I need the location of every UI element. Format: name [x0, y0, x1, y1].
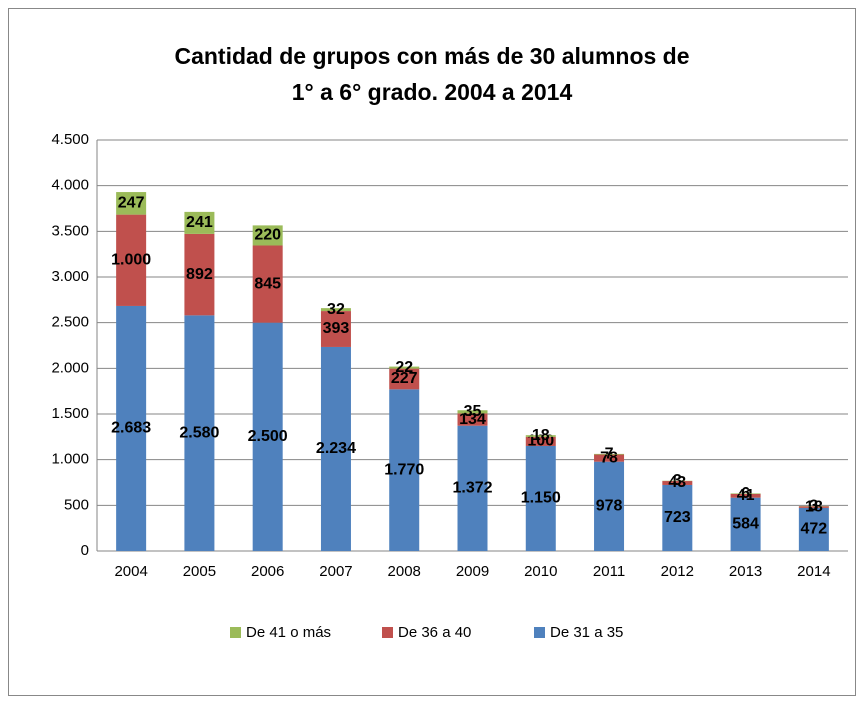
- y-tick-label: 0: [81, 542, 89, 559]
- data-label: 247: [118, 195, 145, 212]
- bar-segment: [389, 366, 420, 369]
- bar-segment: [594, 454, 625, 462]
- legend-label: De 31 a 35: [550, 624, 623, 641]
- data-label: 35: [464, 403, 482, 420]
- y-tick-label: 1.000: [51, 451, 89, 468]
- data-label: 845: [254, 275, 281, 292]
- y-tick-label: 1.500: [51, 405, 89, 422]
- legend-label: De 41 o más: [246, 624, 331, 641]
- data-label: 472: [801, 521, 828, 538]
- bar-segment: [389, 368, 420, 390]
- data-label: 227: [391, 370, 418, 387]
- bar-segment: [252, 245, 283, 323]
- bar-segment: [184, 211, 215, 234]
- bar-segment: [116, 214, 147, 306]
- data-label: 41: [737, 487, 755, 504]
- x-tick-label: 2006: [251, 563, 284, 580]
- data-label: 1.770: [384, 461, 424, 478]
- data-label: 3: [809, 497, 818, 514]
- bar-segment: [798, 506, 829, 508]
- data-label: 22: [395, 359, 413, 376]
- y-tick-label: 2.000: [51, 359, 89, 376]
- data-label: 220: [254, 227, 281, 244]
- bar-segment: [457, 413, 488, 426]
- data-label: 723: [664, 509, 691, 526]
- y-tick-label: 4.500: [51, 131, 89, 148]
- chart-title: Cantidad de grupos con más de 30 alumnos…: [174, 43, 689, 105]
- bar-segment: [730, 493, 761, 494]
- data-label: 393: [323, 320, 350, 337]
- data-label: 978: [596, 498, 623, 515]
- data-label: 3: [673, 472, 682, 489]
- bar-segment: [730, 497, 761, 551]
- bar-segment: [730, 493, 761, 498]
- x-tick-label: 2004: [114, 563, 147, 580]
- x-tick-label: 2011: [593, 563, 625, 580]
- bar-segment: [252, 225, 283, 246]
- data-label: 2.500: [248, 428, 288, 445]
- legend-swatch: [534, 627, 545, 638]
- chart-border: [8, 8, 856, 696]
- data-label: 78: [600, 449, 618, 466]
- bar-segment: [594, 461, 625, 551]
- y-tick-label: 4.000: [51, 177, 89, 194]
- bar-segment: [798, 507, 829, 551]
- data-label: 6: [741, 485, 750, 502]
- data-label: 241: [186, 214, 213, 231]
- data-label: 892: [186, 266, 213, 283]
- data-label: 18: [805, 498, 823, 515]
- legend-swatch: [382, 627, 393, 638]
- data-label: 2.234: [316, 440, 356, 457]
- bar-segment: [184, 315, 215, 551]
- y-tick-label: 2.500: [51, 314, 89, 331]
- data-label: 32: [327, 301, 345, 318]
- x-tick-label: 2008: [388, 563, 421, 580]
- bar-segment: [252, 322, 283, 551]
- bar-segment: [184, 233, 215, 316]
- data-label: 18: [532, 427, 550, 444]
- x-tick-label: 2013: [729, 563, 762, 580]
- y-tick-label: 3.500: [51, 222, 89, 239]
- x-tick-label: 2014: [797, 563, 830, 580]
- bar-segment: [662, 481, 693, 485]
- x-tick-label: 2012: [661, 563, 694, 580]
- data-label: 2.683: [111, 420, 151, 437]
- bar-segment: [320, 346, 351, 551]
- bar-segment: [525, 436, 556, 446]
- bar-segment: [662, 484, 693, 551]
- bar-segment: [457, 425, 488, 551]
- bar-segment: [525, 445, 556, 551]
- bar-segment: [320, 311, 351, 347]
- data-label: 1.372: [452, 480, 492, 497]
- bar-segment: [525, 435, 556, 437]
- legend-label: De 36 a 40: [398, 624, 471, 641]
- data-label: 1.150: [521, 490, 561, 507]
- data-label: 43: [668, 474, 686, 491]
- data-label: 584: [732, 516, 759, 533]
- y-tick-label: 500: [64, 496, 89, 513]
- bar-segment: [457, 410, 488, 414]
- bar-segment: [116, 305, 147, 551]
- x-tick-label: 2009: [456, 563, 489, 580]
- legend-swatch: [230, 627, 241, 638]
- x-tick-label: 2005: [183, 563, 216, 580]
- data-label: 1.000: [111, 252, 151, 269]
- bar-segment: [389, 389, 420, 551]
- data-label: 7: [605, 445, 614, 462]
- bar-segment: [594, 453, 625, 455]
- data-label: 134: [459, 411, 486, 428]
- data-label: 2.580: [179, 424, 219, 441]
- x-tick-label: 2007: [319, 563, 352, 580]
- bar-segment: [320, 308, 351, 312]
- x-tick-label: 2010: [524, 563, 557, 580]
- y-tick-label: 3.000: [51, 268, 89, 285]
- bar-segment: [116, 192, 147, 215]
- data-label: 100: [527, 433, 554, 450]
